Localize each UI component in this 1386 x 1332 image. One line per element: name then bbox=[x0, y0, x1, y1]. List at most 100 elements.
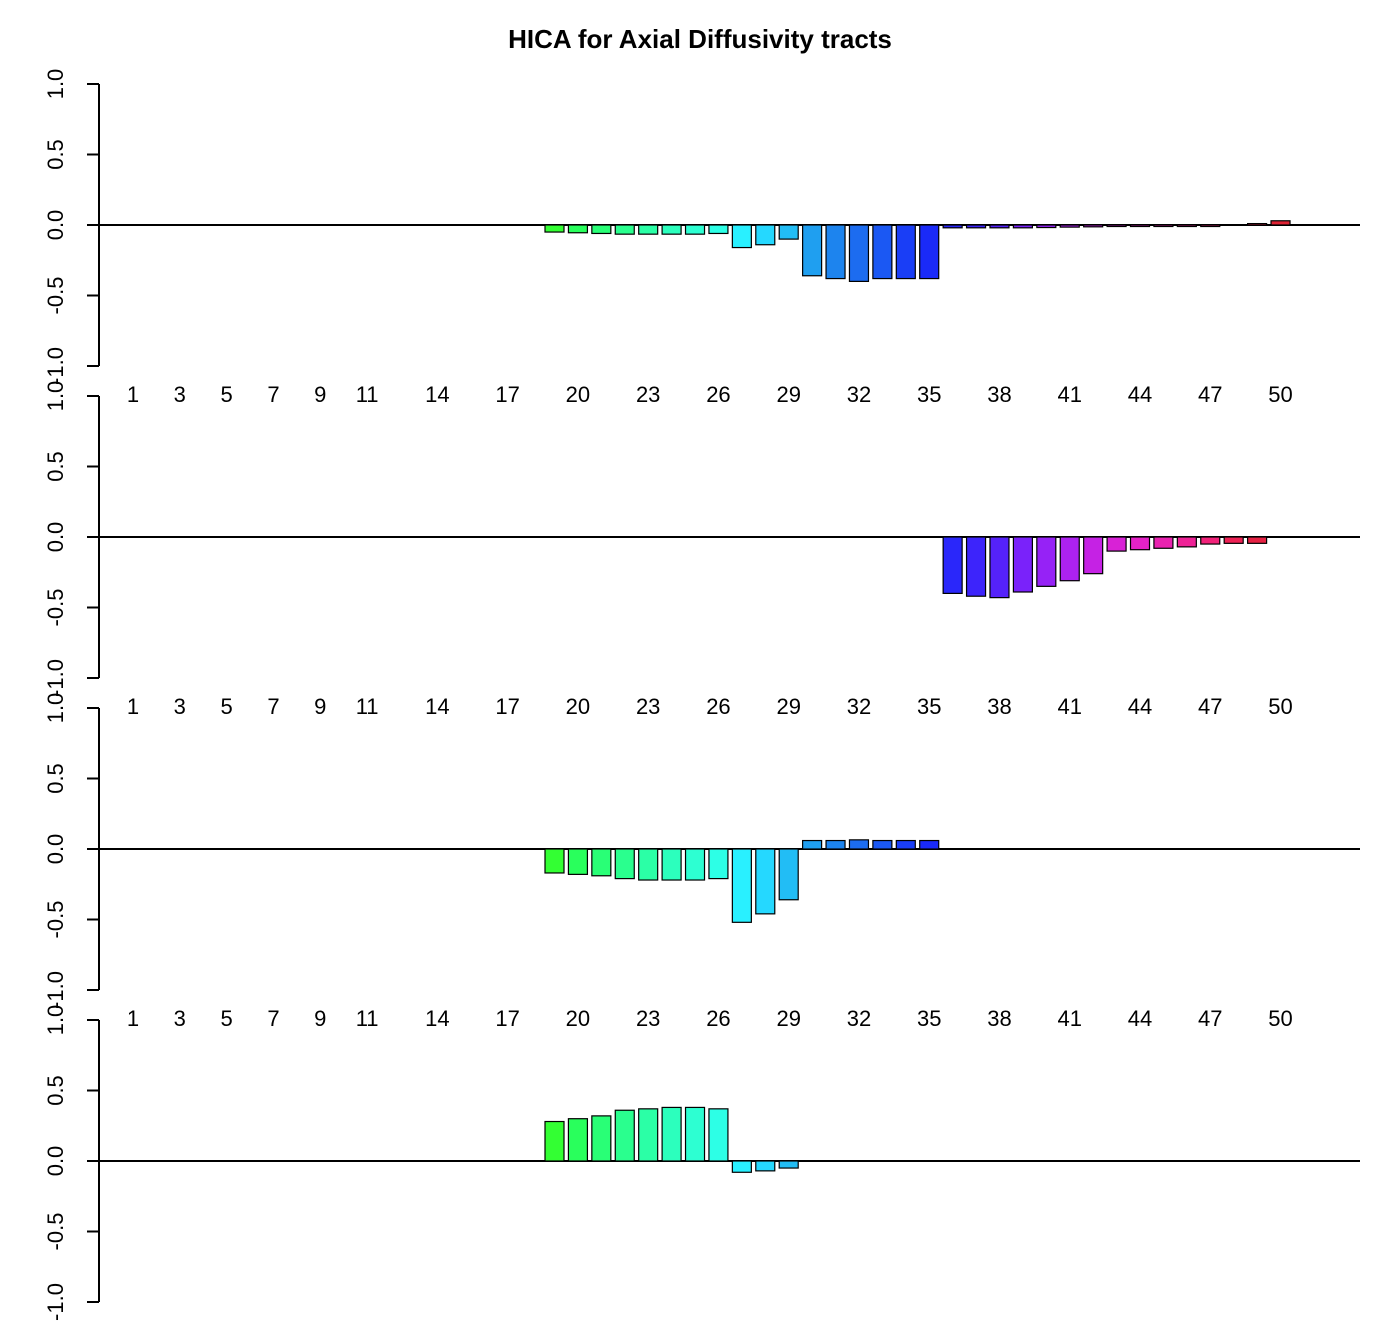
x-tick-label: 7 bbox=[267, 1006, 279, 1031]
chart-panels: -1.0-0.50.00.51.01 3 5 7 9 11 14 17 20 23 26 29 32 35… bbox=[43, 69, 1360, 1321]
bar bbox=[1270, 220, 1291, 226]
chart-title: HICA for Axial Diffusivity tracts bbox=[508, 24, 892, 54]
y-tick-label: 0.5 bbox=[43, 451, 68, 482]
bar bbox=[965, 536, 987, 597]
y-tick-label: 0.0 bbox=[43, 522, 68, 553]
bar bbox=[731, 848, 752, 923]
bar bbox=[544, 224, 565, 233]
x-tick-label: 9 bbox=[314, 382, 326, 407]
bar bbox=[825, 224, 846, 280]
x-tick-label: 47 bbox=[1198, 694, 1222, 719]
x-tick-label: 3 bbox=[174, 694, 186, 719]
y-tick-label: -1.0 bbox=[43, 1283, 68, 1321]
x-tick-label: 5 bbox=[220, 694, 232, 719]
bar bbox=[684, 1106, 706, 1162]
bar bbox=[1106, 536, 1127, 552]
x-tick-label: 3 bbox=[174, 1006, 186, 1031]
bar bbox=[1176, 536, 1197, 548]
bar bbox=[1036, 536, 1057, 587]
bar bbox=[872, 224, 893, 280]
bar bbox=[802, 224, 823, 277]
y-tick-label: 1.0 bbox=[43, 1005, 68, 1036]
y-tick-label: 1.0 bbox=[43, 693, 68, 724]
y-tick-label: 0.0 bbox=[43, 1146, 68, 1177]
x-tick-label: 23 bbox=[636, 382, 660, 407]
bar bbox=[1176, 224, 1197, 228]
bar bbox=[1246, 536, 1268, 544]
bar bbox=[1200, 536, 1221, 545]
y-tick-label: 1.0 bbox=[43, 381, 68, 412]
bar bbox=[708, 1108, 729, 1162]
bar bbox=[614, 848, 635, 880]
panel-2: -1.0-0.50.00.51.01 3 5 7 9 11 14 17 20 23 26 29 32 35… bbox=[43, 381, 1360, 719]
bar bbox=[1012, 224, 1034, 229]
bar bbox=[895, 839, 916, 850]
bar bbox=[567, 224, 589, 234]
x-tick-label: 9 bbox=[314, 694, 326, 719]
x-tick-label: 23 bbox=[636, 1006, 660, 1031]
x-tick-label: 3 bbox=[174, 382, 186, 407]
bar bbox=[989, 536, 1010, 599]
bar bbox=[567, 848, 589, 875]
bar bbox=[895, 224, 916, 280]
x-tick-label: 29 bbox=[776, 694, 800, 719]
bar bbox=[614, 224, 635, 235]
x-tick-label: 47 bbox=[1198, 1006, 1222, 1031]
x-tick-label: 1 bbox=[127, 694, 139, 719]
x-tick-label: 38 bbox=[987, 1006, 1011, 1031]
x-tick-label: 44 bbox=[1128, 1006, 1152, 1031]
bar bbox=[1200, 224, 1221, 228]
bar bbox=[942, 536, 963, 595]
x-tick-label: 11 bbox=[356, 382, 379, 407]
bar bbox=[942, 224, 963, 229]
x-tick-label: 26 bbox=[706, 694, 730, 719]
x-tick-label: 35 bbox=[917, 694, 941, 719]
bar bbox=[802, 839, 823, 850]
bar bbox=[755, 224, 776, 246]
bar bbox=[1012, 536, 1034, 593]
x-tick-label: 17 bbox=[495, 382, 519, 407]
x-tick-label: 20 bbox=[566, 1006, 590, 1031]
bar bbox=[544, 848, 565, 874]
y-tick-label: 0.0 bbox=[43, 210, 68, 241]
bar bbox=[544, 1120, 565, 1162]
bar bbox=[1106, 224, 1127, 228]
bar bbox=[708, 848, 729, 880]
x-tick-label: 7 bbox=[267, 382, 279, 407]
x-tick-label: 26 bbox=[706, 382, 730, 407]
bar bbox=[1153, 224, 1174, 228]
x-tick-label: 1 bbox=[127, 1006, 139, 1031]
x-tick-label: 29 bbox=[776, 382, 800, 407]
x-tick-label: 1 bbox=[127, 382, 139, 407]
bar bbox=[755, 848, 776, 915]
y-tick-label: -1.0 bbox=[43, 659, 68, 697]
x-tick-label: 11 bbox=[356, 1006, 379, 1031]
y-tick-label: -0.5 bbox=[43, 1213, 68, 1251]
bar bbox=[989, 224, 1010, 229]
bar bbox=[591, 224, 612, 235]
bar bbox=[1153, 536, 1174, 549]
bar bbox=[778, 224, 799, 240]
bar bbox=[1129, 536, 1151, 551]
bar bbox=[919, 839, 940, 850]
x-tick-label: 41 bbox=[1057, 1006, 1081, 1031]
x-tick-label: 23 bbox=[636, 694, 660, 719]
x-tick-label: 14 bbox=[425, 694, 449, 719]
panel-1: -1.0-0.50.00.51.01 3 5 7 9 11 14 17 20 23 26 29 32 35… bbox=[43, 69, 1360, 407]
panel-4: -1.0 -0.5 0.0 0.5 1.0 bbox=[43, 1005, 1360, 1321]
bar bbox=[965, 224, 987, 229]
x-tick-label: 35 bbox=[917, 1006, 941, 1031]
bar bbox=[872, 839, 893, 850]
y-tick-label: 0.5 bbox=[43, 1075, 68, 1106]
bar bbox=[567, 1118, 589, 1162]
x-tick-label: 5 bbox=[220, 382, 232, 407]
x-tick-label: 11 bbox=[356, 694, 379, 719]
x-tick-label: 41 bbox=[1057, 694, 1081, 719]
bar bbox=[684, 224, 706, 235]
x-tick-label: 14 bbox=[425, 1006, 449, 1031]
y-tick-label: -1.0 bbox=[43, 347, 68, 385]
bar bbox=[731, 224, 752, 249]
x-tick-label: 32 bbox=[847, 694, 871, 719]
bar bbox=[661, 1106, 682, 1162]
